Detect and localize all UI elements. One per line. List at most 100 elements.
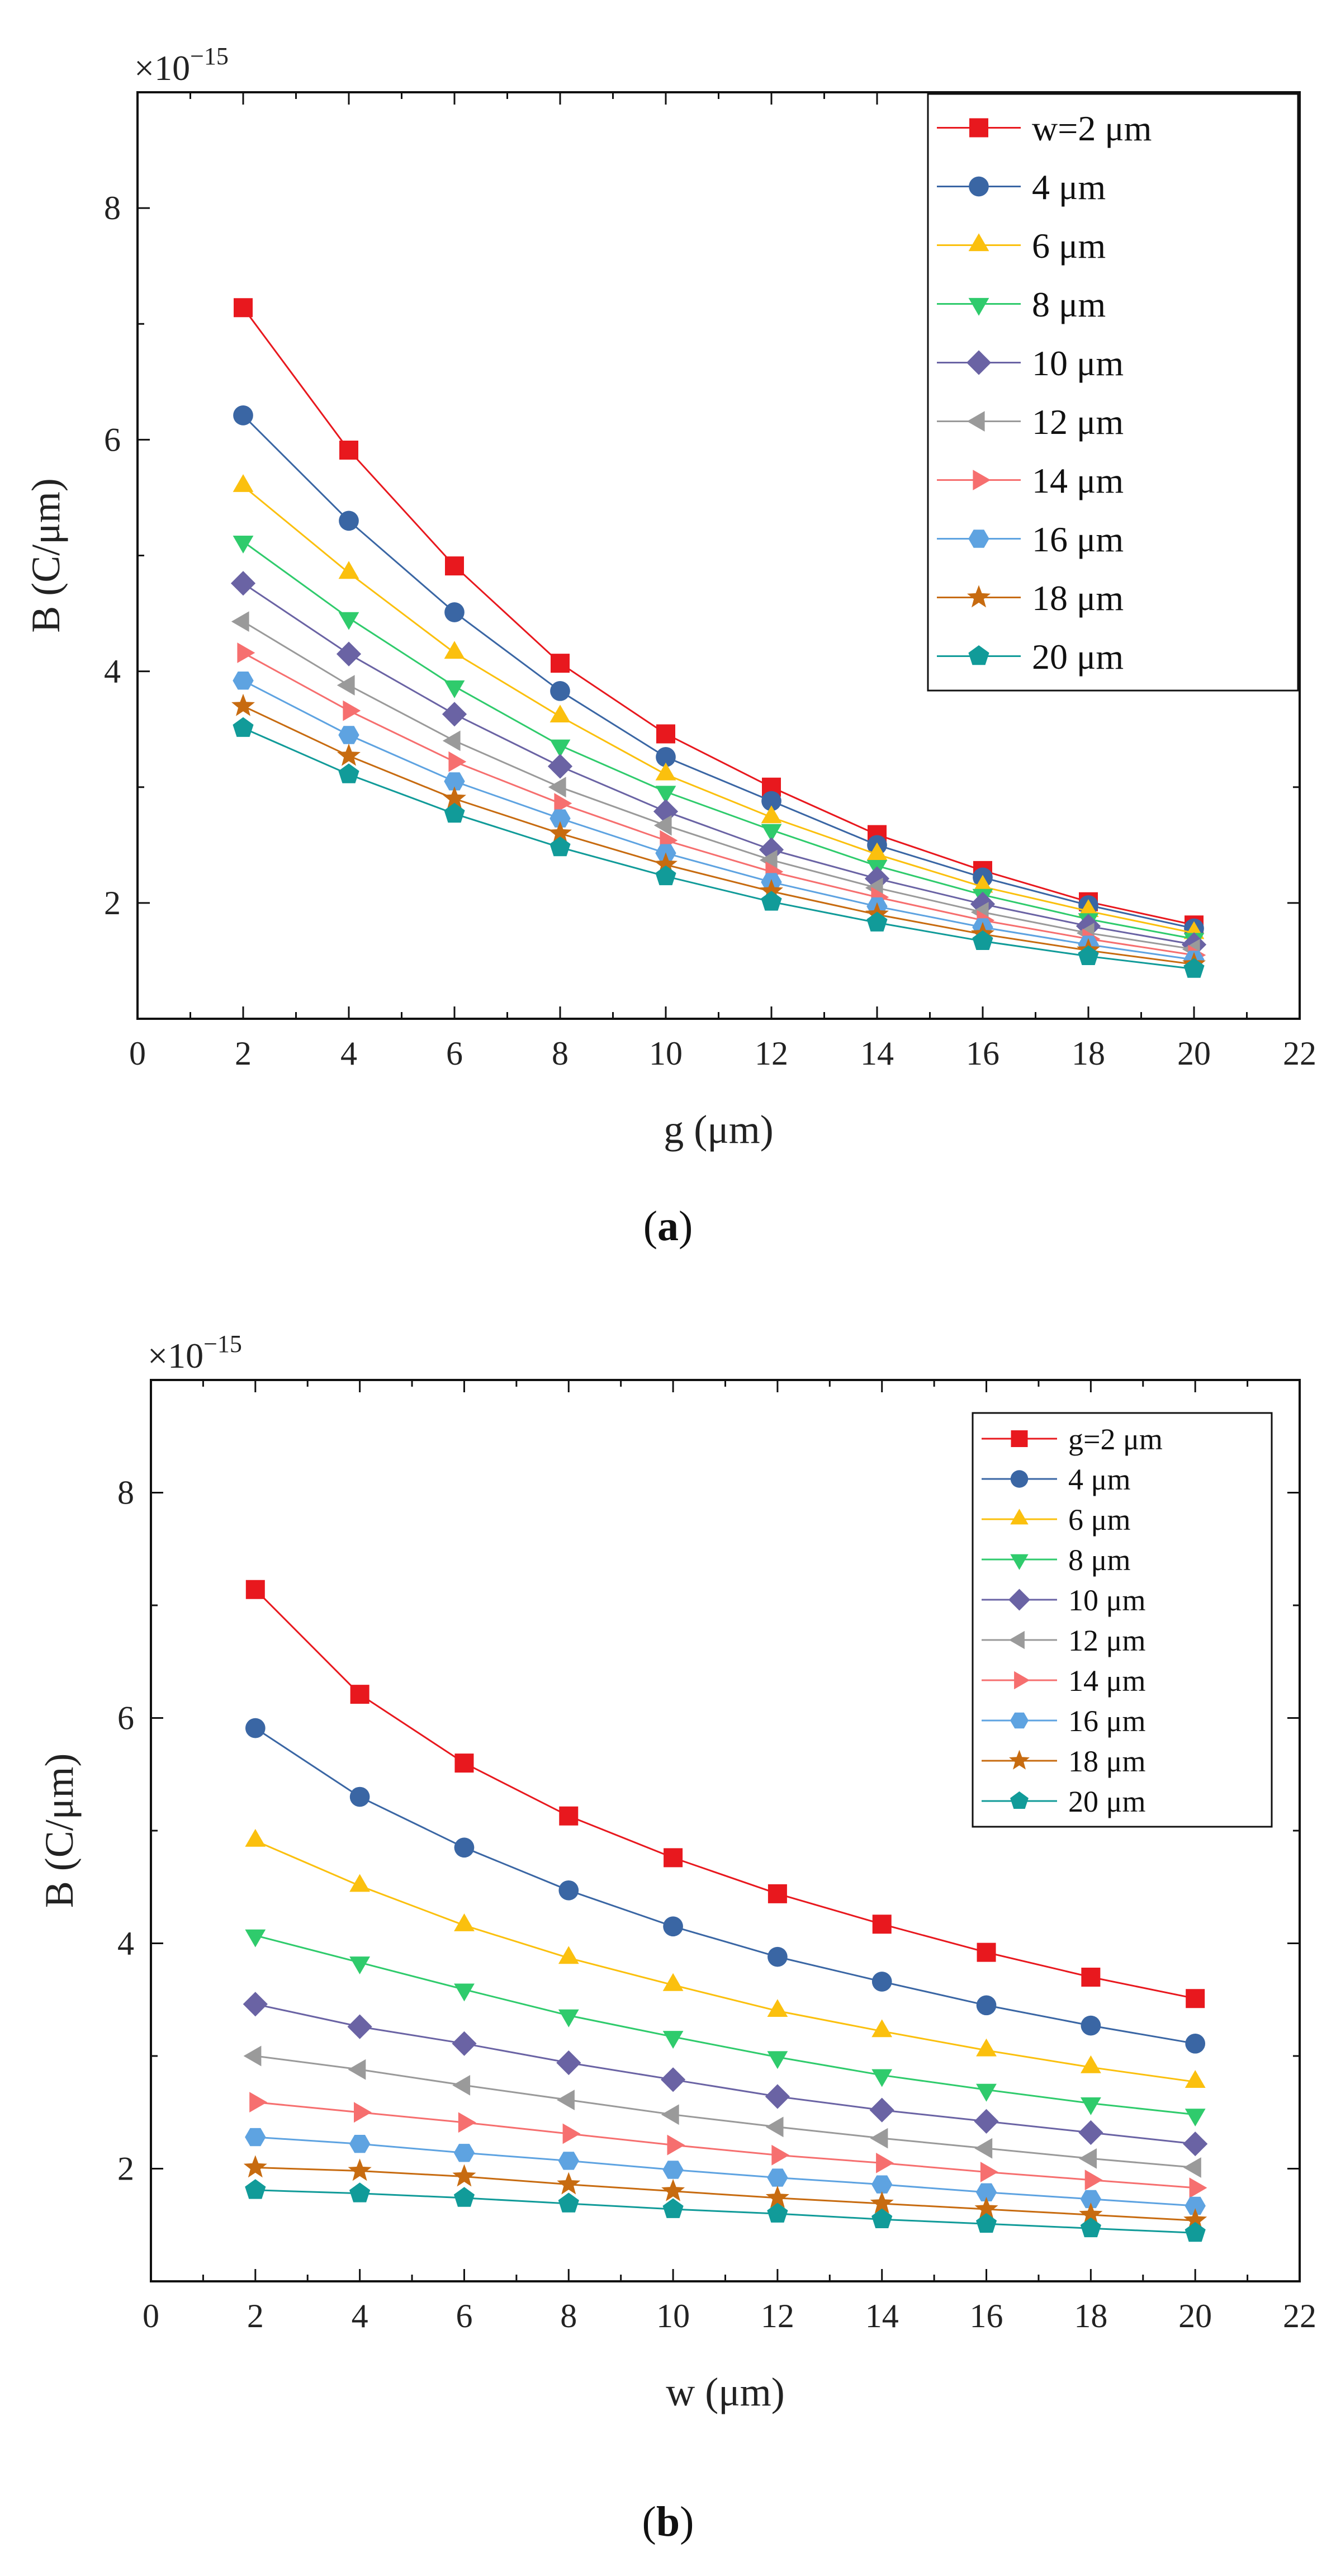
x-tick-label: 0 (129, 1035, 146, 1072)
data-point (453, 2144, 475, 2162)
data-point (245, 1718, 266, 1738)
data-point (549, 809, 571, 828)
data-point (444, 641, 465, 659)
legend-label: 16 μm (1032, 519, 1124, 559)
data-point (454, 1913, 475, 1931)
legend-marker (968, 297, 989, 316)
x-tick-label: 4 (340, 1035, 357, 1072)
legend-label: g=2 μm (1068, 1422, 1163, 1456)
data-point (338, 561, 359, 579)
data-point (556, 2050, 581, 2076)
series-line (255, 2189, 1196, 2234)
data-point (350, 1685, 369, 1704)
series-line (255, 2136, 1196, 2207)
data-point (349, 1786, 370, 1807)
x-tick-label: 10 (656, 2298, 690, 2334)
legend-label: 20 μm (1068, 1785, 1145, 1818)
data-point (547, 754, 573, 779)
legend-marker (1010, 1712, 1029, 1729)
x-tick-label: 18 (1074, 2298, 1107, 2334)
x-tick-label: 16 (970, 2298, 1003, 2334)
data-point (1078, 899, 1099, 917)
data-point (1183, 2131, 1208, 2157)
data-point (233, 405, 253, 426)
data-point (336, 641, 362, 667)
data-point (759, 849, 778, 871)
x-axis-title: w (μm) (666, 2370, 785, 2414)
data-point (557, 2090, 575, 2110)
x-tick-label: 22 (1283, 1035, 1316, 1072)
data-point (444, 772, 465, 791)
series-8 (245, 2128, 1206, 2215)
y-tick-label: 2 (104, 885, 121, 921)
y-tick-label: 6 (117, 1700, 134, 1737)
legend-marker (1008, 1630, 1025, 1649)
series-line (255, 2101, 1196, 2189)
data-point (1079, 2202, 1103, 2225)
series-line (255, 1840, 1196, 2083)
data-point (976, 2213, 997, 2233)
legend-label: w=2 μm (1032, 108, 1152, 148)
series-line (243, 705, 1195, 966)
y-tick-label: 4 (117, 1925, 134, 1962)
data-point (558, 1946, 579, 1964)
data-point (338, 763, 359, 783)
legend-box (927, 93, 1299, 692)
series-line (255, 2167, 1196, 2221)
data-point (234, 298, 253, 318)
legend-label: 20 μm (1032, 637, 1124, 677)
legend-label: 10 μm (1068, 1584, 1145, 1617)
panel-caption: (a) (643, 1203, 693, 1250)
data-point (761, 824, 782, 842)
series-5 (243, 1992, 1208, 2157)
data-point (1185, 2196, 1206, 2215)
data-point (767, 2202, 788, 2223)
x-tick-label: 2 (235, 1035, 252, 1072)
x-tick-label: 6 (446, 1035, 463, 1072)
series-6 (231, 611, 1200, 960)
data-point (337, 743, 361, 766)
y-tick-label: 4 (104, 653, 121, 690)
series-10 (233, 717, 1205, 978)
data-point (662, 2031, 684, 2049)
data-point (866, 911, 888, 932)
series-line (255, 2055, 1196, 2168)
series-3 (245, 1828, 1206, 2088)
data-point (245, 2179, 266, 2199)
data-point (761, 891, 782, 911)
data-point (976, 1995, 997, 2016)
series-line (243, 679, 1195, 961)
data-point (348, 2158, 372, 2181)
data-point (871, 1972, 892, 1992)
series-7 (249, 2092, 1207, 2199)
data-point (1185, 2109, 1206, 2126)
series-line (243, 541, 1195, 940)
data-point (453, 2187, 475, 2207)
data-point (667, 2134, 685, 2156)
data-point (443, 786, 466, 809)
data-point (662, 1973, 684, 1991)
legend-label: 18 μm (1032, 578, 1124, 618)
data-point (974, 2109, 999, 2134)
series-8 (233, 672, 1205, 969)
series-9 (243, 2155, 1207, 2231)
legend-marker (967, 585, 991, 608)
legend-marker (968, 233, 989, 252)
exponent-label: ×10−15 (134, 42, 229, 88)
data-point (980, 2162, 998, 2182)
data-point (339, 441, 358, 460)
legend-label: 6 μm (1068, 1503, 1130, 1537)
data-point (549, 836, 571, 857)
data-point (444, 602, 465, 622)
y-tick-label: 8 (104, 190, 121, 226)
legend-marker (1008, 1589, 1030, 1611)
x-tick-label: 8 (560, 2298, 577, 2334)
data-point (654, 852, 678, 875)
data-point (1081, 1967, 1101, 1987)
data-point (765, 2084, 790, 2109)
data-point (1079, 2148, 1097, 2169)
data-point (349, 1874, 370, 1892)
data-point (976, 2038, 997, 2057)
data-point (655, 865, 676, 886)
